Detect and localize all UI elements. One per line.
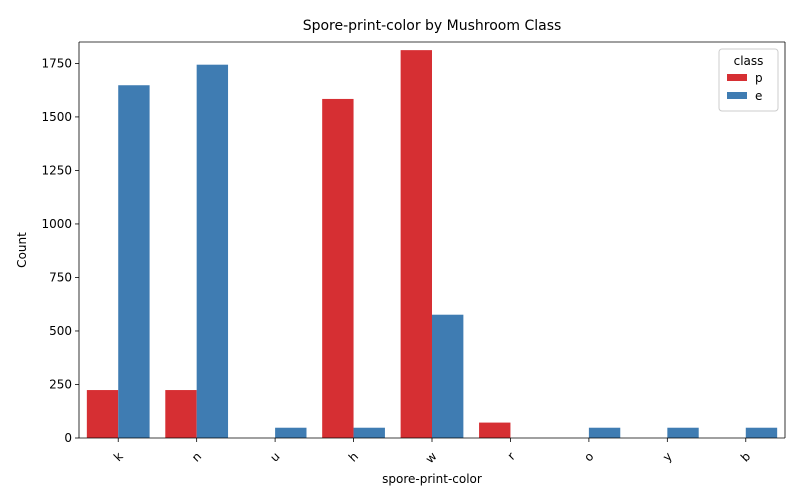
- legend-label-e: e: [755, 89, 762, 103]
- bar-e-b: [745, 427, 778, 438]
- bar-p-w: [400, 50, 432, 438]
- bar-e-w: [432, 314, 464, 438]
- x-tick-label: b: [738, 449, 753, 464]
- legend-label-p: p: [755, 71, 763, 85]
- x-tick-label: r: [505, 449, 518, 462]
- legend-title: class: [734, 54, 764, 68]
- x-tick-label: h: [346, 449, 361, 464]
- y-axis: 0 250 500 750 1000 1250 1500 1750: [41, 42, 80, 445]
- y-tick-label: 1250: [41, 163, 72, 177]
- chart-title: Spore-print-color by Mushroom Class: [303, 18, 562, 34]
- y-axis-label: Count: [15, 232, 29, 268]
- bar-e-o: [588, 427, 621, 438]
- y-tick-label: 1500: [41, 110, 72, 124]
- y-tick-label: 1000: [41, 217, 72, 231]
- x-tick-label: y: [660, 449, 675, 464]
- y-tick-label: 250: [49, 377, 72, 391]
- bar-p-k: [86, 390, 119, 438]
- y-tick-label: 500: [49, 324, 72, 338]
- bar-p-r: [479, 422, 511, 438]
- x-tick-label: u: [267, 449, 282, 464]
- plot-area: [86, 50, 778, 438]
- bar-e-n: [196, 64, 229, 438]
- bar-p-n: [165, 390, 197, 438]
- x-tick-label: k: [111, 449, 126, 464]
- legend-swatch-p: [727, 74, 747, 81]
- y-tick-label: 0: [64, 431, 72, 445]
- bar-e-u: [275, 427, 307, 438]
- x-tick-label: w: [423, 449, 440, 466]
- bar-e-k: [118, 85, 150, 438]
- legend: class pe: [718, 48, 779, 112]
- bar-e-h: [353, 427, 385, 438]
- y-tick-label: 1750: [41, 56, 72, 70]
- y-tick-label: 750: [49, 270, 72, 284]
- x-axis-label: spore-print-color: [382, 472, 482, 486]
- bar-p-h: [322, 98, 354, 438]
- bar-e-y: [667, 427, 699, 438]
- x-tick-label: n: [189, 449, 204, 464]
- legend-swatch-e: [727, 92, 747, 99]
- x-tick-label: o: [581, 449, 596, 464]
